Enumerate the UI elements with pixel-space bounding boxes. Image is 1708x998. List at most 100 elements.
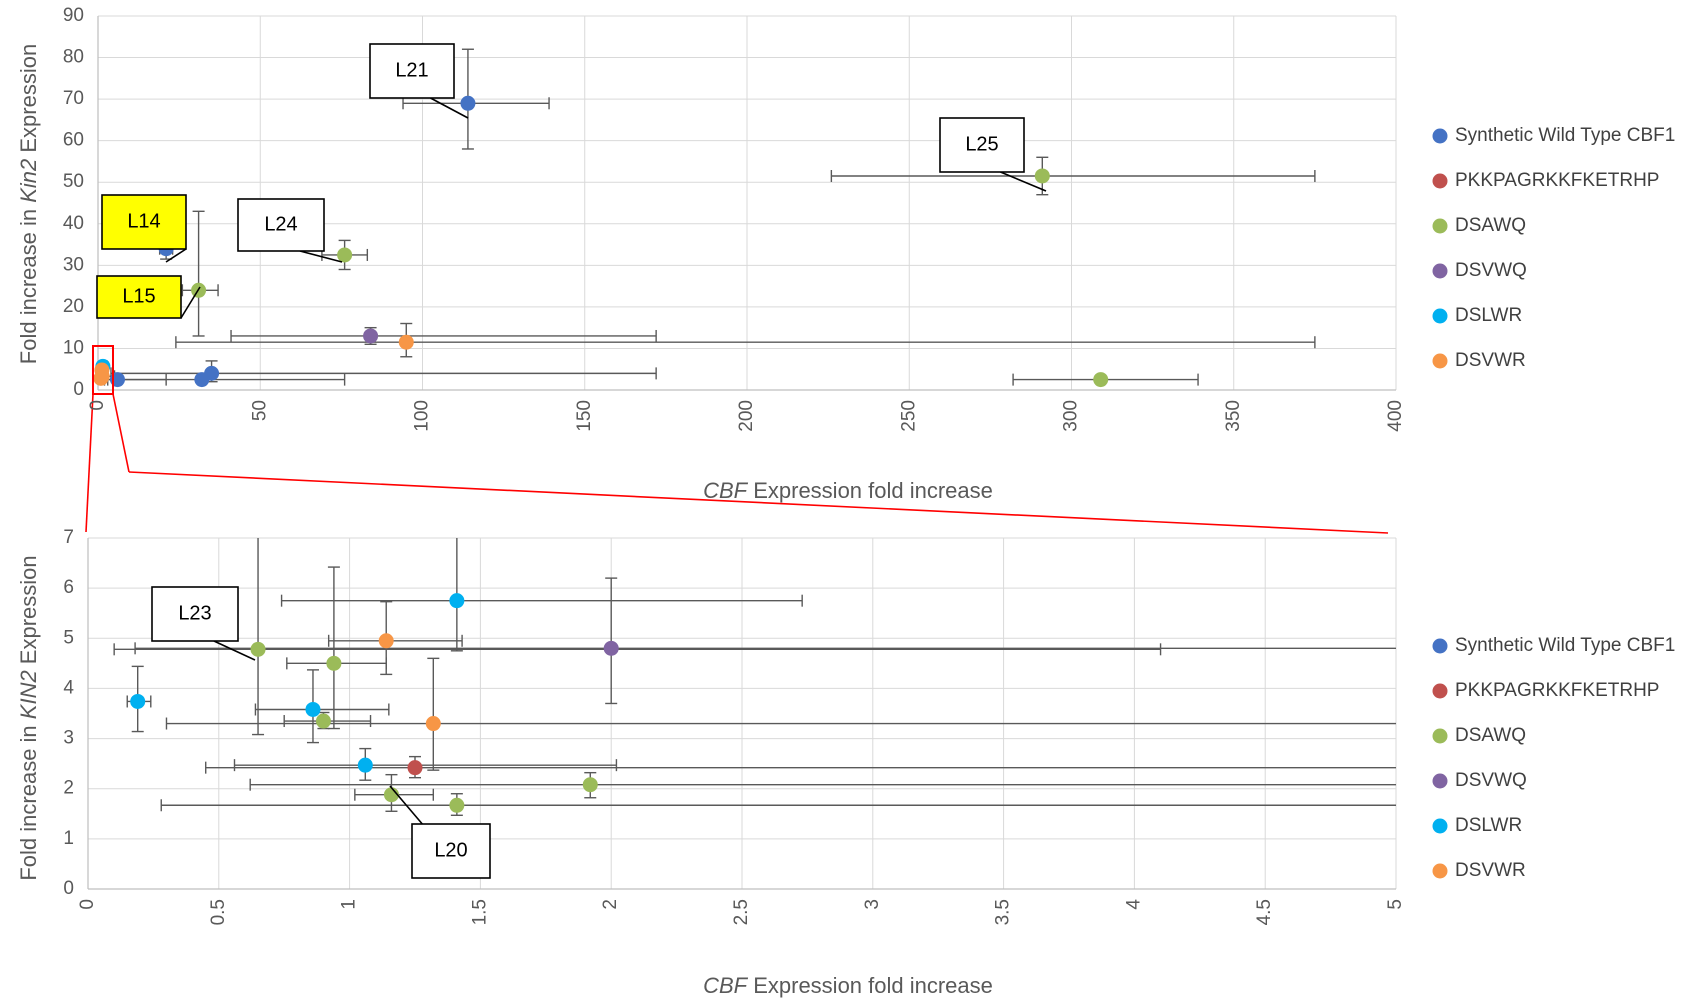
callout-box bbox=[939, 117, 1025, 173]
zoom-line-left bbox=[85, 393, 94, 533]
bottom-y-axis-label-suffix: Expression bbox=[16, 555, 41, 670]
legend-marker bbox=[1432, 863, 1448, 879]
top-callouts: L21 L25 L14 L24 L15 bbox=[96, 43, 1047, 319]
callout-box bbox=[237, 198, 325, 252]
callout-leader bbox=[165, 248, 187, 263]
bottom-grid bbox=[87, 537, 1397, 890]
bottom-x-axis-label-italic: CBF bbox=[703, 973, 749, 998]
zoom-line-diagonal bbox=[128, 471, 1389, 534]
data-point bbox=[582, 777, 598, 793]
x-tick-label: 100 bbox=[412, 400, 433, 432]
callout-label: L14 bbox=[127, 210, 160, 232]
bottom-legend: Synthetic Wild Type CBF1 PKKPAGRKKFKETRHP… bbox=[1432, 635, 1675, 881]
legend-label: DSAWQ bbox=[1455, 215, 1526, 236]
legend-marker bbox=[1432, 638, 1448, 654]
callout-label: L21 bbox=[395, 59, 428, 81]
y-tick-label: 4 bbox=[63, 677, 74, 698]
bottom-y-axis-label-prefix: Fold increase in bbox=[16, 719, 41, 880]
legend-marker bbox=[1432, 683, 1448, 699]
data-point bbox=[460, 95, 476, 111]
callout-label: L20 bbox=[434, 839, 467, 861]
legend-label: DSVWR bbox=[1455, 350, 1526, 371]
bottom-y-axis-label-italic: KIN2 bbox=[16, 670, 41, 719]
y-tick-label: 6 bbox=[63, 577, 74, 598]
callout-leader bbox=[180, 286, 201, 319]
bottom-x-tick-labels: 0 0.5 1 1.5 2 2.5 3 3.5 4 4.5 5 bbox=[77, 899, 1406, 926]
y-tick-label: 1 bbox=[63, 828, 74, 849]
bottom-error-bars bbox=[113, 538, 1396, 816]
legend-marker bbox=[1432, 728, 1448, 744]
top-x-axis-label: CBF Expression fold increase bbox=[703, 478, 993, 503]
bottom-x-axis-label-rest: Expression fold increase bbox=[747, 973, 993, 998]
y-tick-label: 40 bbox=[63, 213, 84, 234]
zoom-box bbox=[92, 345, 114, 395]
y-tick-label: 7 bbox=[63, 527, 74, 548]
y-tick-label: 70 bbox=[63, 88, 84, 109]
legend-label: DSAWQ bbox=[1455, 725, 1526, 746]
data-point bbox=[194, 372, 210, 388]
callout-box bbox=[369, 43, 455, 99]
data-point bbox=[603, 640, 619, 656]
y-tick-label: 30 bbox=[63, 254, 84, 275]
legend-marker bbox=[1432, 818, 1448, 834]
data-point bbox=[425, 716, 441, 732]
x-tick-label: 400 bbox=[1385, 400, 1406, 432]
data-point bbox=[250, 641, 266, 657]
y-tick-label: 60 bbox=[63, 130, 84, 151]
x-tick-label: 2.5 bbox=[731, 899, 752, 925]
y-tick-label: 3 bbox=[63, 728, 74, 749]
bottom-x-axis-label: CBF Expression fold increase bbox=[703, 973, 993, 998]
legend-label: PKKPAGRKKFKETRHP bbox=[1455, 680, 1659, 701]
data-point bbox=[357, 757, 373, 773]
callout-box bbox=[411, 823, 491, 879]
zoom-connector bbox=[85, 393, 1389, 534]
legend-label: DSLWR bbox=[1455, 305, 1522, 326]
x-tick-label: 0 bbox=[87, 400, 108, 411]
callout-label: L15 bbox=[122, 285, 155, 307]
y-tick-label: 10 bbox=[63, 337, 84, 358]
x-tick-label: 350 bbox=[1223, 400, 1244, 432]
y-tick-label: 2 bbox=[63, 778, 74, 799]
data-point bbox=[305, 701, 321, 717]
data-point bbox=[326, 655, 342, 671]
x-tick-label: 5 bbox=[1385, 899, 1406, 910]
callout-box bbox=[101, 194, 187, 250]
legend-label: DSLWR bbox=[1455, 815, 1522, 836]
top-y-tick-labels: 0 10 20 30 40 50 60 70 80 90 bbox=[63, 5, 84, 400]
data-point bbox=[449, 593, 465, 609]
x-tick-label: 0.5 bbox=[208, 899, 229, 925]
top-y-axis-label: Fold increase in Kin2 Expression bbox=[16, 44, 41, 364]
top-x-axis-label-italic: CBF bbox=[703, 478, 749, 503]
data-point bbox=[398, 334, 414, 350]
data-point bbox=[130, 693, 146, 709]
top-y-axis-label-suffix: Expression bbox=[16, 44, 41, 159]
bottom-y-axis-label: Fold increase in KIN2 Expression bbox=[16, 555, 41, 880]
callout-leader bbox=[299, 250, 343, 263]
y-tick-label: 5 bbox=[63, 627, 74, 648]
x-tick-label: 3 bbox=[862, 899, 883, 910]
x-tick-label: 150 bbox=[574, 400, 595, 432]
legend-label: DSVWQ bbox=[1455, 770, 1527, 791]
data-point bbox=[449, 797, 465, 813]
chart-bottom: 0 0.5 1 1.5 2 2.5 3 3.5 4 4.5 5 0 1 2 3 4 5 6 7 CBF Expre… bbox=[16, 527, 1675, 998]
legend-label: PKKPAGRKKFKETRHP bbox=[1455, 170, 1659, 191]
x-tick-label: 250 bbox=[898, 400, 919, 432]
legend-label: Synthetic Wild Type CBF1 bbox=[1455, 125, 1675, 146]
bottom-y-tick-labels: 0 1 2 3 4 5 6 7 bbox=[63, 527, 74, 899]
x-tick-label: 50 bbox=[249, 400, 270, 421]
callout-label: L25 bbox=[965, 133, 998, 155]
data-point bbox=[315, 713, 331, 729]
x-tick-label: 200 bbox=[736, 400, 757, 432]
data-point bbox=[363, 328, 379, 344]
x-tick-label: 2 bbox=[600, 899, 621, 910]
x-tick-label: 4.5 bbox=[1254, 899, 1275, 925]
y-tick-label: 90 bbox=[63, 5, 84, 26]
data-point bbox=[1034, 168, 1050, 184]
top-x-axis-label-rest: Expression fold increase bbox=[747, 478, 993, 503]
legend-marker bbox=[1432, 308, 1448, 324]
x-tick-label: 1 bbox=[339, 899, 360, 910]
x-tick-label: 3.5 bbox=[993, 899, 1014, 925]
legend-marker bbox=[1432, 353, 1448, 369]
x-tick-label: 0 bbox=[77, 899, 98, 910]
top-x-tick-labels: 0 50 100 150 200 250 300 350 400 bbox=[87, 400, 1406, 432]
